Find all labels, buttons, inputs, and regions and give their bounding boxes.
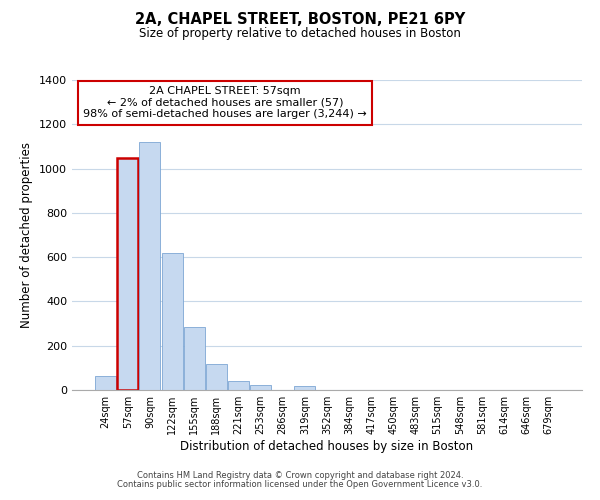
X-axis label: Distribution of detached houses by size in Boston: Distribution of detached houses by size … — [181, 440, 473, 453]
Y-axis label: Number of detached properties: Number of detached properties — [20, 142, 34, 328]
Text: Contains public sector information licensed under the Open Government Licence v3: Contains public sector information licen… — [118, 480, 482, 489]
Bar — [295, 386, 316, 390]
Bar — [161, 252, 182, 390]
Text: 2A CHAPEL STREET: 57sqm
← 2% of detached houses are smaller (57)
98% of semi-det: 2A CHAPEL STREET: 57sqm ← 2% of detached… — [83, 86, 367, 120]
Text: Contains HM Land Registry data © Crown copyright and database right 2024.: Contains HM Land Registry data © Crown c… — [137, 471, 463, 480]
Bar — [228, 380, 249, 390]
Bar — [250, 385, 271, 390]
Bar — [95, 376, 116, 390]
Bar — [206, 364, 227, 390]
Bar — [139, 142, 160, 390]
Bar — [184, 327, 205, 390]
Bar — [118, 158, 139, 390]
Text: 2A, CHAPEL STREET, BOSTON, PE21 6PY: 2A, CHAPEL STREET, BOSTON, PE21 6PY — [135, 12, 465, 28]
Text: Size of property relative to detached houses in Boston: Size of property relative to detached ho… — [139, 28, 461, 40]
